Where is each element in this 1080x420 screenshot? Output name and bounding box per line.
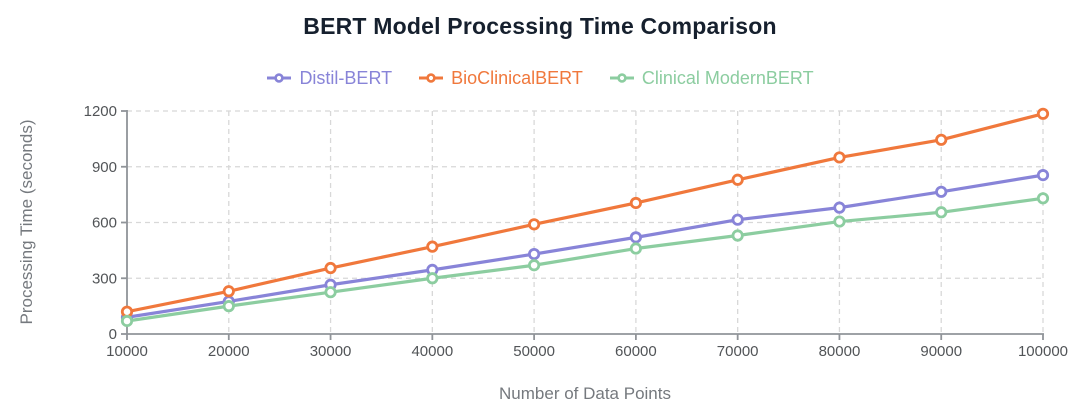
svg-text:80000: 80000 (819, 343, 861, 360)
legend-label: Distil-BERT (299, 68, 393, 88)
svg-text:90000: 90000 (920, 343, 962, 360)
legend-item-bioclinicalbert[interactable]: BioClinicalBERT (418, 69, 583, 87)
legend: Distil-BERT BioClinicalBERT Clinical Mod… (0, 69, 1080, 87)
legend-item-clinical-modernbert[interactable]: Clinical ModernBERT (609, 69, 814, 87)
svg-text:0: 0 (109, 326, 117, 343)
line-marker-icon (267, 73, 292, 83)
x-axis-label: Number of Data Points (499, 384, 671, 403)
svg-text:70000: 70000 (717, 343, 759, 360)
svg-text:40000: 40000 (411, 343, 453, 360)
svg-text:20000: 20000 (208, 343, 250, 360)
svg-text:1200: 1200 (84, 103, 117, 120)
chart-title: BERT Model Processing Time Comparison (303, 13, 777, 39)
svg-text:100000: 100000 (1018, 343, 1068, 360)
svg-text:60000: 60000 (615, 343, 657, 360)
legend-label: Clinical ModernBERT (641, 68, 814, 88)
legend-item-distil-bert[interactable]: Distil-BERT (266, 69, 392, 87)
svg-text:30000: 30000 (310, 343, 352, 360)
svg-text:600: 600 (92, 215, 117, 232)
line-marker-icon (419, 73, 444, 83)
svg-text:300: 300 (92, 270, 117, 287)
line-marker-icon (609, 73, 634, 83)
legend-label: BioClinicalBERT (451, 68, 583, 88)
svg-text:50000: 50000 (513, 343, 555, 360)
svg-text:10000: 10000 (106, 343, 148, 360)
svg-text:900: 900 (92, 159, 117, 176)
